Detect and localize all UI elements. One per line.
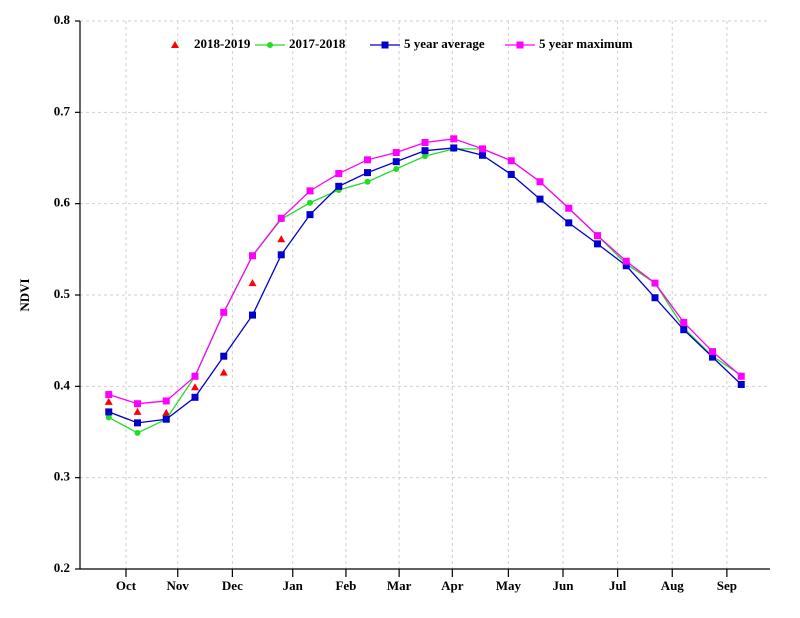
legend-marker — [171, 41, 179, 48]
marker — [507, 170, 515, 178]
marker — [105, 391, 113, 399]
x-tick-label: Jun — [553, 578, 575, 593]
marker — [392, 158, 400, 166]
marker — [737, 372, 745, 380]
marker — [162, 397, 170, 405]
y-tick-label: 0.4 — [54, 377, 71, 392]
marker — [220, 352, 228, 360]
marker — [191, 372, 199, 380]
marker — [104, 397, 113, 405]
x-tick-label: Dec — [222, 578, 243, 593]
legend-label: 2017-2018 — [289, 36, 346, 51]
marker — [680, 318, 688, 326]
marker — [565, 219, 573, 227]
series — [105, 144, 745, 427]
marker — [450, 144, 458, 152]
marker — [507, 157, 515, 165]
marker — [622, 257, 630, 265]
marker — [277, 235, 286, 243]
marker — [737, 381, 745, 389]
marker — [450, 135, 458, 143]
legend-label: 2018-2019 — [194, 36, 251, 51]
marker — [622, 262, 630, 270]
marker — [219, 368, 228, 376]
marker — [134, 400, 141, 408]
legend: 2018-2019 2017-2018 5 year average 5 year m… — [171, 36, 633, 51]
marker — [248, 279, 257, 287]
x-tick-label: Oct — [116, 578, 137, 593]
y-tick-label: 0.8 — [54, 12, 71, 27]
marker — [421, 138, 429, 146]
marker — [249, 252, 256, 260]
x-tick-label: Sep — [717, 578, 737, 593]
marker — [191, 383, 199, 391]
marker — [249, 311, 256, 319]
marker — [392, 149, 400, 157]
marker — [307, 199, 313, 206]
marker — [162, 408, 171, 416]
x-tick-label: Jul — [609, 578, 627, 593]
marker — [709, 353, 716, 361]
series-line — [108, 147, 742, 424]
marker — [479, 145, 486, 153]
marker — [536, 195, 544, 203]
marker — [393, 165, 400, 172]
marker — [162, 415, 170, 423]
marker — [709, 348, 716, 356]
marker — [306, 187, 314, 195]
legend-label: 5 year maximum — [539, 36, 633, 51]
marker — [277, 214, 285, 222]
marker — [105, 408, 113, 416]
marker — [335, 182, 343, 190]
marker — [306, 211, 314, 219]
marker — [421, 147, 429, 155]
legend-label: 5 year average — [404, 36, 485, 51]
x-tick-label: Jan — [283, 578, 304, 593]
x-tick-label: Aug — [661, 578, 685, 593]
marker — [105, 414, 112, 421]
series — [105, 135, 745, 408]
marker — [364, 156, 371, 164]
y-axis-label: NDVI — [17, 278, 32, 311]
marker — [422, 153, 428, 160]
marker — [220, 308, 228, 316]
marker — [335, 170, 343, 178]
marker — [133, 407, 142, 415]
marker — [277, 251, 285, 259]
x-tick-label: Apr — [441, 578, 464, 593]
y-tick-label: 0.2 — [54, 560, 70, 575]
legend-marker — [267, 42, 273, 48]
y-tick-label: 0.6 — [54, 195, 71, 210]
x-tick-label: Nov — [167, 578, 190, 593]
marker — [680, 326, 688, 334]
y-tick-label: 0.5 — [54, 286, 71, 301]
marker — [479, 151, 486, 159]
series-line — [108, 148, 742, 434]
marker — [565, 204, 573, 212]
marker — [536, 178, 544, 186]
y-tick-label: 0.7 — [54, 103, 71, 118]
x-tick-label: Mar — [387, 578, 412, 593]
marker — [651, 294, 659, 302]
x-tick-label: Feb — [335, 578, 356, 593]
marker — [651, 279, 659, 287]
y-tick-label: 0.3 — [54, 469, 71, 484]
x-tick-label: May — [496, 578, 522, 593]
marker — [134, 419, 141, 427]
marker — [594, 232, 601, 240]
series-line — [108, 138, 742, 405]
marker — [191, 393, 199, 401]
legend-marker — [381, 41, 389, 49]
legend-marker — [516, 41, 524, 49]
marker — [594, 240, 601, 248]
marker — [364, 169, 371, 177]
marker — [364, 178, 371, 185]
marker — [134, 429, 141, 436]
